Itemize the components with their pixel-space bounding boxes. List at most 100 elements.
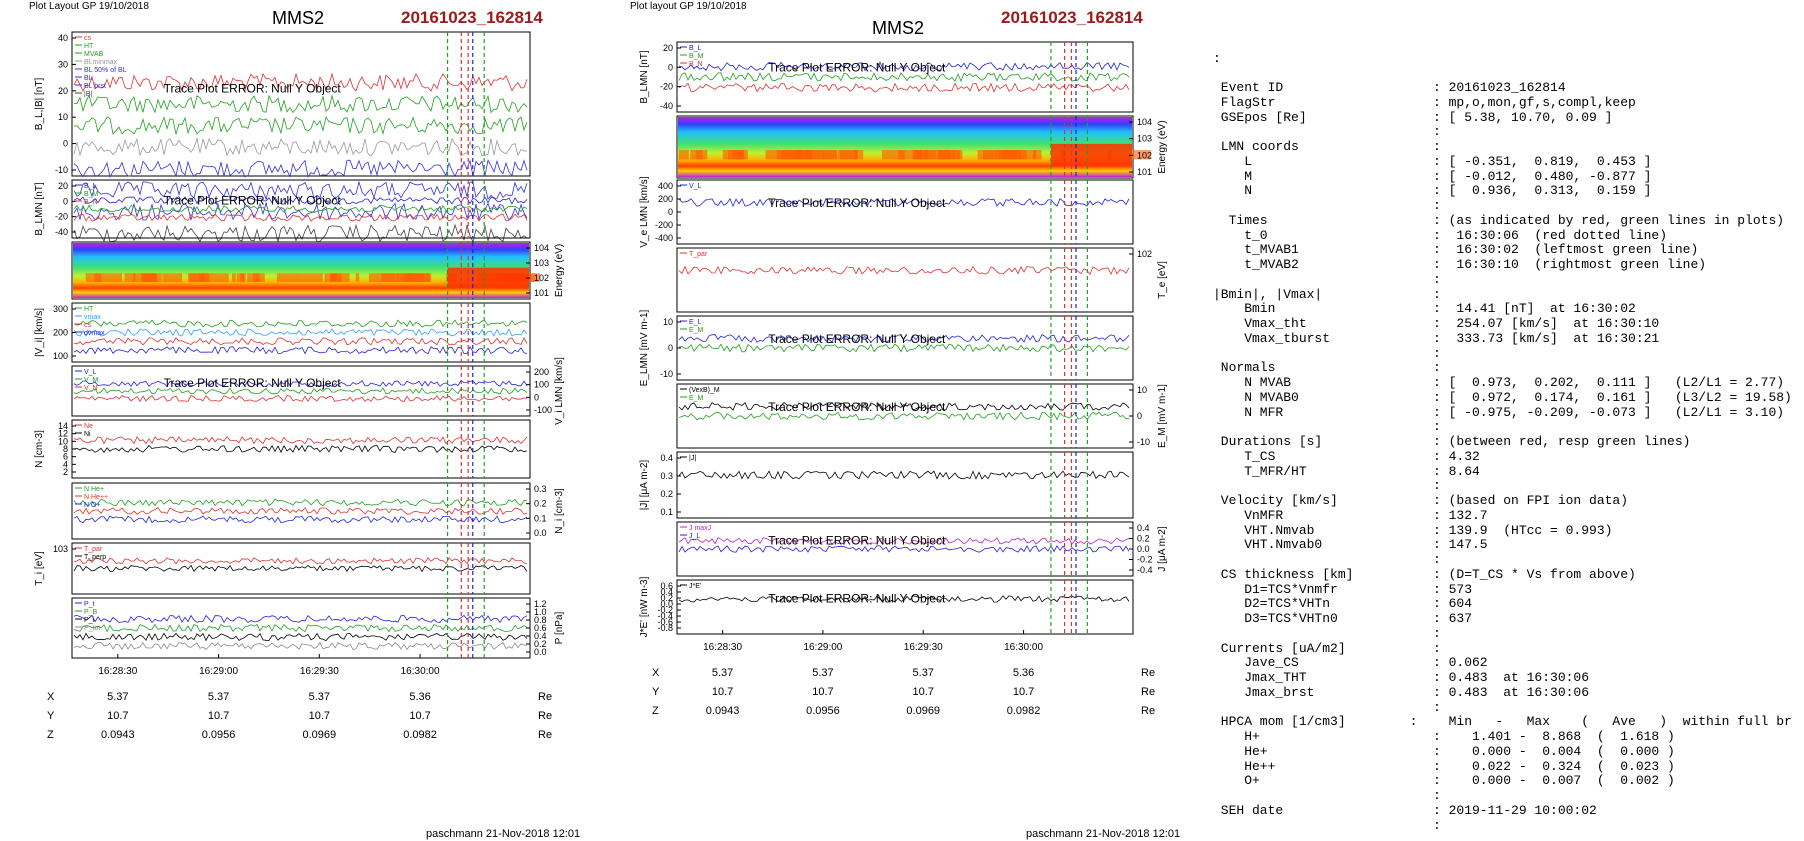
orbit-value: 10.7 <box>208 710 229 722</box>
y-tick-label: 20 <box>58 181 68 191</box>
info-value: : <box>1433 641 1441 656</box>
y-tick-label: -0.6 <box>657 617 673 627</box>
legend-entry: MVAB <box>84 51 104 58</box>
y-axis-label: N_i [cm-3] <box>554 488 565 534</box>
orbit-row-label: Z <box>47 729 54 741</box>
y-tick-label: 10 <box>663 317 673 327</box>
orbit-value: 10.7 <box>1013 686 1034 698</box>
info-row: M: [ -0.012, 0.480, -0.877 ] <box>1213 170 1793 185</box>
info-key: N <box>1213 184 1253 199</box>
y-axis-label: B_LMN [nT] <box>34 182 45 236</box>
orbit-row-label: X <box>47 691 55 703</box>
trace-line <box>73 116 528 136</box>
trace-line <box>73 319 528 328</box>
info-key: Vmax_tht <box>1213 317 1307 331</box>
y-tick-label: 0.0 <box>1137 544 1150 554</box>
info-row: VHT.Nmvab: 139.9 (HTcc = 0.993) <box>1213 524 1793 539</box>
info-value: : 0.000 - 0.004 ( 0.000 ) <box>1433 744 1675 759</box>
info-row: Event ID: 20161023_162814 <box>1213 81 1793 96</box>
legend-entry: cs <box>84 322 92 329</box>
trace-line <box>678 82 1130 93</box>
y-tick-label: 0 <box>668 62 673 72</box>
orbit-unit: Re <box>1141 705 1155 717</box>
info-row: FlagStr: mp,o,mon,gf,s,compl,keep <box>1213 96 1793 111</box>
info-value: : <box>1433 420 1441 435</box>
y-tick-label: 0.1 <box>660 507 673 517</box>
info-key: He+ <box>1213 744 1268 759</box>
info-key: L <box>1213 154 1253 169</box>
info-key: VnMFR <box>1213 508 1284 523</box>
info-value: : [ -0.351, 0.819, 0.453 ] <box>1433 154 1652 169</box>
info-row: GSEpos [Re]: [ 5.38, 10.70, 0.09 ] <box>1213 111 1793 126</box>
y-tick-label: 0.4 <box>1137 523 1150 533</box>
info-key: LMN coords <box>1213 140 1299 154</box>
legend-entry: BL <box>84 75 93 82</box>
info-row: Vmax_tburst: 333.73 [km/s] at 16:30:21 <box>1213 332 1793 347</box>
info-row: : <box>1213 125 1793 140</box>
error-message: Trace Plot ERROR: Null Y Object <box>768 196 946 210</box>
trace-line <box>73 444 528 454</box>
orbit-value: 0.0982 <box>1007 705 1041 717</box>
y-axis-label: Energy (eV) <box>554 244 565 297</box>
legend-entry: (VexB)_M <box>689 387 720 394</box>
y-axis-label: P [nPa] <box>554 611 565 644</box>
left-title: MMS2 <box>272 8 325 28</box>
info-row: N MFR: [ -0.975, -0.209, -0.073 ] (L2/L1… <box>1213 406 1793 421</box>
legend-entry: T_par <box>84 546 103 553</box>
time-tick-label: 16:30:00 <box>401 666 440 677</box>
y-tick-label: 0.0 <box>534 647 547 657</box>
info-row: N: [ 0.936, 0.313, 0.159 ] <box>1213 184 1793 199</box>
legend-entry: HT <box>84 306 94 313</box>
panel-frame <box>71 482 531 540</box>
info-value: : 16:30:10 (rightmost green line) <box>1433 258 1707 272</box>
info-value: : <box>1433 287 1441 302</box>
info-value: : <box>1433 346 1441 361</box>
info-row: Bmin: 14.41 [nT] at 16:30:02 <box>1213 302 1793 317</box>
y-tick-label: 104 <box>1137 117 1152 127</box>
y-tick-label: -40 <box>55 227 68 237</box>
info-row: Currents [uA/m2]: <box>1213 642 1793 657</box>
legend-entry: |B| <box>84 91 92 98</box>
trace-line <box>678 536 1130 545</box>
mid-figure: 200-20-40B_LMN [nT]B_LB_MB_N Trace Plot E… <box>639 41 1168 717</box>
info-row: D1=TCS*Vnmfr: 573 <box>1213 583 1793 598</box>
info-value: : 1.401 - 8.868 ( 1.618 ) <box>1433 730 1675 744</box>
info-value: : (based on FPI ion data) <box>1433 494 1629 508</box>
legend-entry: N He+ <box>84 486 104 493</box>
legend-entry: BL 50% of BL <box>84 67 127 74</box>
orbit-value: 10.7 <box>913 686 934 698</box>
info-row: HPCA mom [1/cm3]: Min - Max ( Ave ) with… <box>1213 715 1793 730</box>
info-row: |Bmin|, |Vmax|: <box>1213 288 1793 303</box>
info-row: CS thickness [km]: (D=T_CS * Vs from abo… <box>1213 568 1793 583</box>
legend-entry: Ne <box>84 423 93 430</box>
info-value: : <box>1433 272 1441 287</box>
orbit-value: 0.0982 <box>403 729 437 741</box>
panel-3: 400 200 0 -200 -400 V_e LMN [km/s] V_L Trace Pl… <box>639 176 1134 248</box>
orbit-unit: Re <box>538 710 552 722</box>
orbit-value: 5.37 <box>712 667 733 679</box>
error-message: Trace Plot ERROR: Null Y Object <box>768 400 946 414</box>
y-tick-label: -0.4 <box>657 611 673 621</box>
trace-line <box>73 614 528 624</box>
trace-line <box>678 334 1130 343</box>
trace-line <box>678 595 1130 603</box>
trace-line <box>73 387 528 395</box>
info-value: : <box>1433 479 1441 494</box>
y-tick-label: 102 <box>534 273 549 283</box>
info-row: t_MVAB1: 16:30:02 (leftmost green line) <box>1213 243 1793 258</box>
trace-line <box>678 197 1130 208</box>
info-value: : <box>1433 553 1441 567</box>
panel-frame <box>71 542 531 595</box>
y-tick-label: -10 <box>660 369 673 379</box>
y-tick-label: 20 <box>663 43 673 53</box>
y-tick-label: 103 <box>53 544 68 554</box>
info-row: : <box>1213 199 1793 214</box>
error-message: Trace Plot ERROR: Null Y Object <box>768 332 946 346</box>
y-axis-label: V_e LMN [km/s] <box>639 176 650 247</box>
trace-line <box>678 470 1130 480</box>
info-key <box>1213 789 1433 804</box>
info-value: : <box>1433 700 1441 715</box>
info-value: : 254.07 [km/s] at 16:30:10 <box>1433 317 1660 331</box>
legend-entry: vmax <box>84 314 101 321</box>
